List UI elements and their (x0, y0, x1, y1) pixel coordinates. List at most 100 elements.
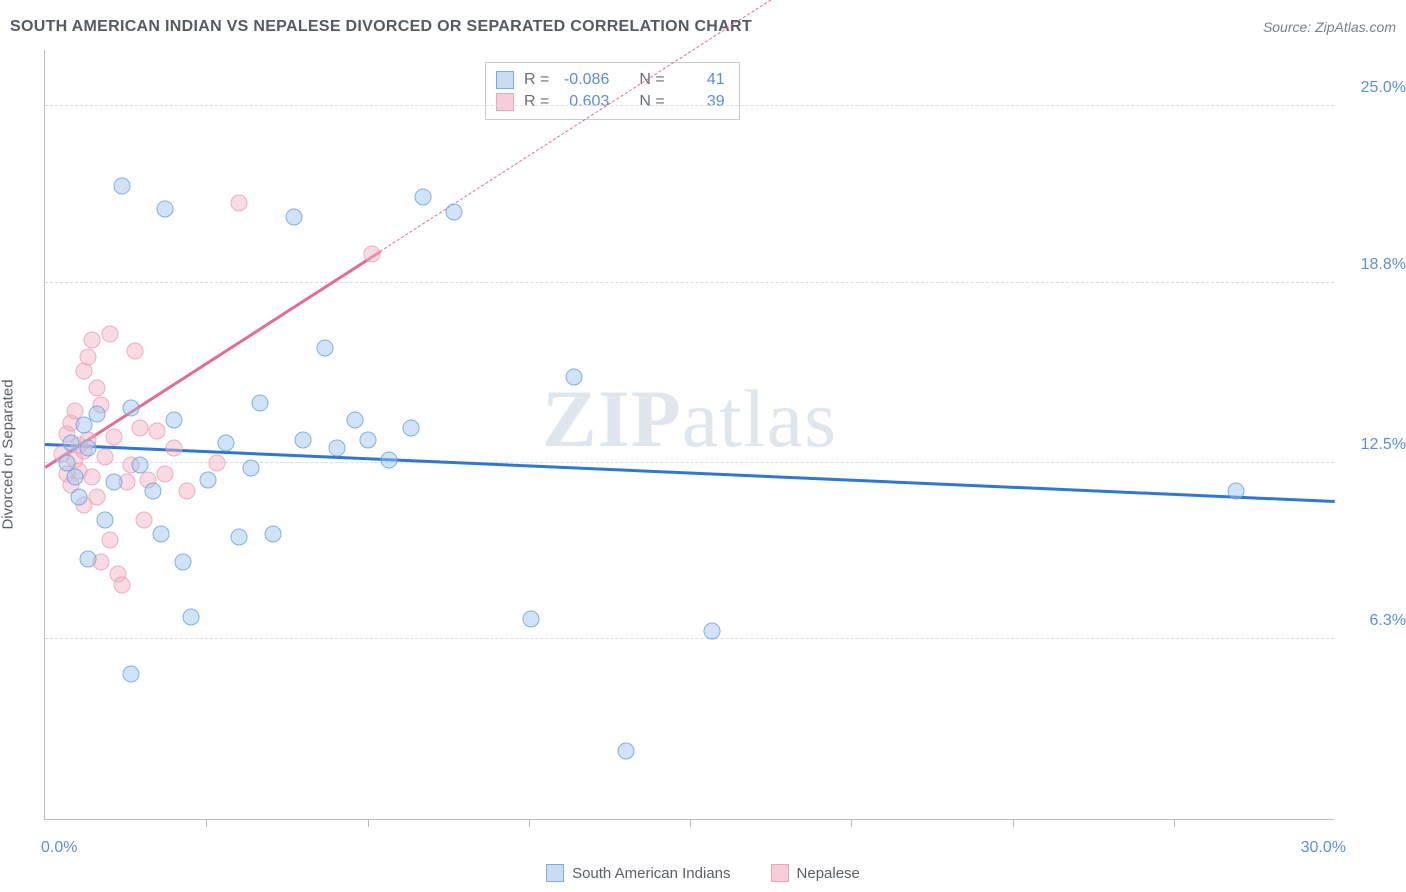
x-tick (851, 819, 852, 827)
data-point (264, 525, 281, 542)
gridline (45, 105, 1334, 106)
data-point (131, 457, 148, 474)
data-point (415, 189, 432, 206)
swatch-blue-icon (546, 864, 564, 882)
x-tick (1174, 819, 1175, 827)
data-point (88, 406, 105, 423)
source-value: ZipAtlas.com (1315, 19, 1396, 35)
data-point (67, 468, 84, 485)
data-point (88, 380, 105, 397)
data-point (157, 200, 174, 217)
data-point (101, 531, 118, 548)
data-point (522, 611, 539, 628)
r-label: R = (524, 69, 549, 91)
data-point (286, 209, 303, 226)
data-point (363, 246, 380, 263)
data-point (381, 451, 398, 468)
data-point (148, 423, 165, 440)
data-point (243, 460, 260, 477)
data-point (88, 488, 105, 505)
data-point (617, 742, 634, 759)
chart-title: SOUTH AMERICAN INDIAN VS NEPALESE DIVORC… (10, 18, 752, 36)
data-point (402, 420, 419, 437)
data-point (166, 411, 183, 428)
data-point (84, 331, 101, 348)
x-tick (690, 819, 691, 827)
y-tick-label: 6.3% (1370, 612, 1406, 630)
data-point (105, 428, 122, 445)
data-point (153, 525, 170, 542)
data-point (114, 577, 131, 594)
r-label: R = (524, 91, 549, 113)
x-max-label: 30.0% (1301, 839, 1346, 857)
y-tick-label: 25.0% (1361, 79, 1406, 97)
data-point (123, 400, 140, 417)
data-point (230, 528, 247, 545)
data-point (346, 411, 363, 428)
watermark-bold: ZIP (542, 373, 682, 464)
data-point (359, 431, 376, 448)
r-value-1: -0.086 (559, 69, 609, 91)
data-point (445, 203, 462, 220)
data-point (80, 349, 97, 366)
source-attribution: Source: ZipAtlas.com (1263, 19, 1396, 35)
bottom-legend: South American Indians Nepalese (0, 864, 1406, 882)
x-tick (529, 819, 530, 827)
data-point (217, 434, 234, 451)
data-point (71, 488, 88, 505)
data-point (80, 440, 97, 457)
data-point (131, 420, 148, 437)
data-point (252, 394, 269, 411)
data-point (144, 483, 161, 500)
data-point (84, 468, 101, 485)
swatch-blue-icon (496, 71, 514, 89)
y-tick-label: 18.8% (1361, 256, 1406, 274)
data-point (183, 608, 200, 625)
data-point (62, 434, 79, 451)
data-point (230, 195, 247, 212)
data-point (166, 440, 183, 457)
legend-item-2: Nepalese (771, 864, 860, 882)
n-value-2: 39 (675, 91, 725, 113)
data-point (114, 177, 131, 194)
data-point (97, 511, 114, 528)
watermark: ZIPatlas (542, 372, 837, 466)
n-value-1: 41 (675, 69, 725, 91)
data-point (123, 665, 140, 682)
data-point (127, 343, 144, 360)
data-point (329, 440, 346, 457)
data-point (105, 474, 122, 491)
x-min-label: 0.0% (41, 839, 77, 857)
correlation-stats-box: R = -0.086 N = 41 R = 0.603 N = 39 (485, 62, 740, 120)
data-point (209, 454, 226, 471)
data-point (178, 483, 195, 500)
swatch-pink-icon (771, 864, 789, 882)
r-value-2: 0.603 (559, 91, 609, 113)
legend-item-1: South American Indians (546, 864, 730, 882)
data-point (174, 554, 191, 571)
data-point (565, 368, 582, 385)
scatter-plot-area: ZIPatlas R = -0.086 N = 41 R = 0.603 N =… (44, 50, 1334, 820)
data-point (1228, 483, 1245, 500)
legend-label-2: Nepalese (797, 865, 860, 882)
data-point (97, 448, 114, 465)
watermark-rest: atlas (682, 373, 837, 464)
y-tick-label: 12.5% (1361, 436, 1406, 454)
data-point (200, 471, 217, 488)
n-label: N = (639, 91, 664, 113)
gridline (45, 638, 1334, 639)
stats-row-series-1: R = -0.086 N = 41 (496, 69, 725, 91)
data-point (135, 511, 152, 528)
data-point (157, 465, 174, 482)
x-tick (206, 819, 207, 827)
source-label: Source: (1263, 19, 1315, 35)
x-tick (368, 819, 369, 827)
legend-label-1: South American Indians (572, 865, 730, 882)
data-point (703, 622, 720, 639)
data-point (295, 431, 312, 448)
gridline (45, 462, 1334, 463)
swatch-pink-icon (496, 93, 514, 111)
x-tick (1013, 819, 1014, 827)
data-point (80, 551, 97, 568)
data-point (101, 326, 118, 343)
